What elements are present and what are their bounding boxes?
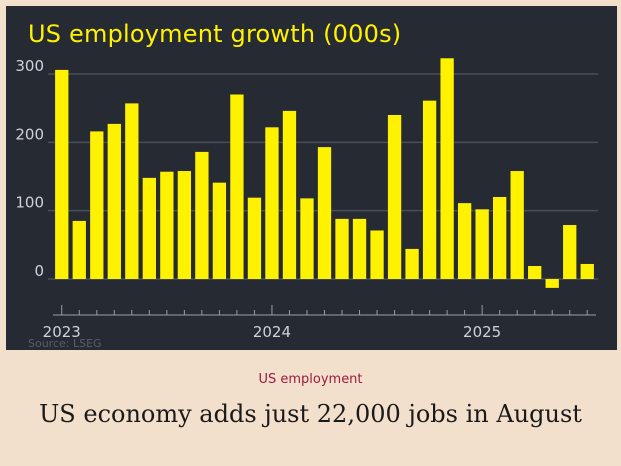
chart-title: US employment growth (000s) xyxy=(28,20,402,48)
kicker-link[interactable]: US employment xyxy=(258,372,363,387)
headline[interactable]: US economy adds just 22,000 jobs in Augu… xyxy=(39,400,582,428)
bar xyxy=(107,123,121,279)
bar xyxy=(545,279,559,288)
bar xyxy=(317,147,332,279)
bar xyxy=(335,218,349,279)
bar xyxy=(282,110,297,280)
bar xyxy=(90,131,104,279)
bar xyxy=(72,220,86,279)
y-tick-label: 300 xyxy=(15,57,44,75)
bar-chart: 0 100 200 300 2023 2024 2025 xyxy=(15,57,598,341)
bar xyxy=(195,151,209,279)
bar xyxy=(510,171,524,279)
bar xyxy=(440,58,454,280)
bar xyxy=(493,197,507,279)
y-tick-label: 100 xyxy=(15,194,44,212)
bar xyxy=(563,225,577,279)
bar xyxy=(422,100,437,280)
bar xyxy=(457,203,472,279)
x-tick-label: 2023 xyxy=(43,323,81,341)
bar xyxy=(247,197,262,279)
caption: US employment US economy adds just 22,00… xyxy=(0,350,621,466)
bar xyxy=(370,230,384,279)
chart-source: Source: LSEG xyxy=(28,337,102,350)
bar xyxy=(580,263,594,279)
x-tick-label: 2024 xyxy=(253,323,291,341)
bar xyxy=(265,127,279,279)
bar xyxy=(352,218,367,279)
bar xyxy=(230,94,244,279)
y-tick-label: 0 xyxy=(34,262,44,280)
bar xyxy=(528,266,542,279)
bar xyxy=(177,171,192,279)
bar xyxy=(475,209,489,279)
bar xyxy=(212,182,227,279)
bar xyxy=(405,248,419,279)
y-tick-label: 200 xyxy=(15,125,44,143)
bar xyxy=(142,177,156,279)
x-tick-label: 2025 xyxy=(463,323,501,341)
chart-panel: 0 100 200 300 2023 2024 2025 US employment gro… xyxy=(6,6,617,350)
bar xyxy=(160,171,174,279)
bar xyxy=(387,115,402,279)
bar xyxy=(125,103,139,279)
bar xyxy=(55,69,69,280)
bar xyxy=(300,198,314,279)
